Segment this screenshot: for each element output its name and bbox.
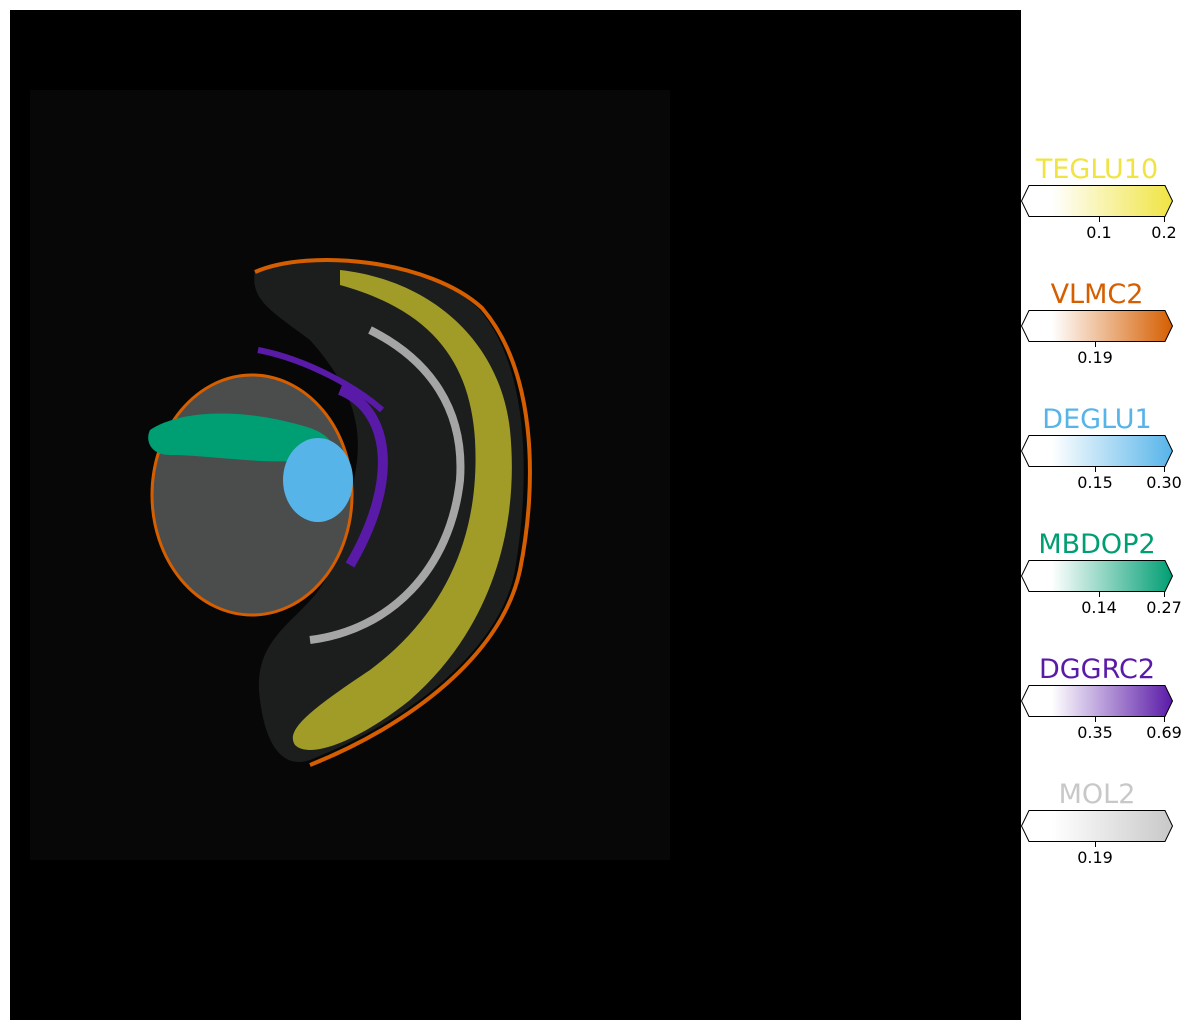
colorbar-tick-label: 0.30 xyxy=(1146,473,1182,492)
colorbar-teglu10: TEGLU10 0.1 0.2 xyxy=(1021,154,1177,242)
colorbar-tick-label: 0.1 xyxy=(1086,223,1112,242)
colorbar-dggrc2: DGGRC2 0.35 0.69 xyxy=(1021,654,1182,742)
tissue-image-panel xyxy=(10,10,1021,1020)
colorbar-deglu1: DEGLU1 0.15 0.30 xyxy=(1021,404,1182,492)
colorbar-tick-mark xyxy=(1095,467,1096,472)
colorbar-tick-mark xyxy=(1164,467,1165,472)
colorbar-gradient xyxy=(1021,310,1173,342)
colorbar-title: VLMC2 xyxy=(1050,279,1144,310)
colorbar-title: DEGLU1 xyxy=(1042,404,1152,435)
colorbar-gradient xyxy=(1021,810,1173,842)
colorbar-tick-mark xyxy=(1164,217,1165,222)
colorbar-gradient xyxy=(1021,185,1173,217)
colorbar-tick-mark xyxy=(1095,842,1096,847)
colorbar-tick-label: 0.2 xyxy=(1151,223,1177,242)
colorbar-tick-label: 0.19 xyxy=(1077,848,1113,867)
colorbar-title: MBDOP2 xyxy=(1038,529,1156,560)
brain-tissue-section-icon xyxy=(30,90,670,860)
colorbar-mol2: MOL2 0.19 xyxy=(1021,779,1173,867)
colorbar-tick-label: 0.14 xyxy=(1081,598,1117,617)
colorbar-tick-label: 0.27 xyxy=(1146,598,1182,617)
colorbar-gradient xyxy=(1021,560,1173,592)
colorbar-tick-mark xyxy=(1164,717,1165,722)
colorbar-tick-mark xyxy=(1095,342,1096,347)
colorbar-mbdop2: MBDOP2 0.14 0.27 xyxy=(1021,529,1182,617)
colorbar-title: TEGLU10 xyxy=(1035,154,1159,185)
colorbar-tick-label: 0.15 xyxy=(1077,473,1113,492)
colorbar-tick-label: 0.35 xyxy=(1077,723,1113,742)
colorbar-gradient xyxy=(1021,435,1173,467)
colorbar-tick-mark xyxy=(1099,217,1100,222)
colorbar-title: MOL2 xyxy=(1058,779,1136,810)
colorbar-tick-label: 0.69 xyxy=(1146,723,1182,742)
colorbar-gradient xyxy=(1021,685,1173,717)
colorbar-title: DGGRC2 xyxy=(1038,654,1156,685)
colorbar-tick-label: 0.19 xyxy=(1077,348,1113,367)
colorbar-vlmc2: VLMC2 0.19 xyxy=(1021,279,1173,367)
colorbar-tick-mark xyxy=(1164,592,1165,597)
colorbar-tick-mark xyxy=(1099,592,1100,597)
colorbar-tick-mark xyxy=(1095,717,1096,722)
